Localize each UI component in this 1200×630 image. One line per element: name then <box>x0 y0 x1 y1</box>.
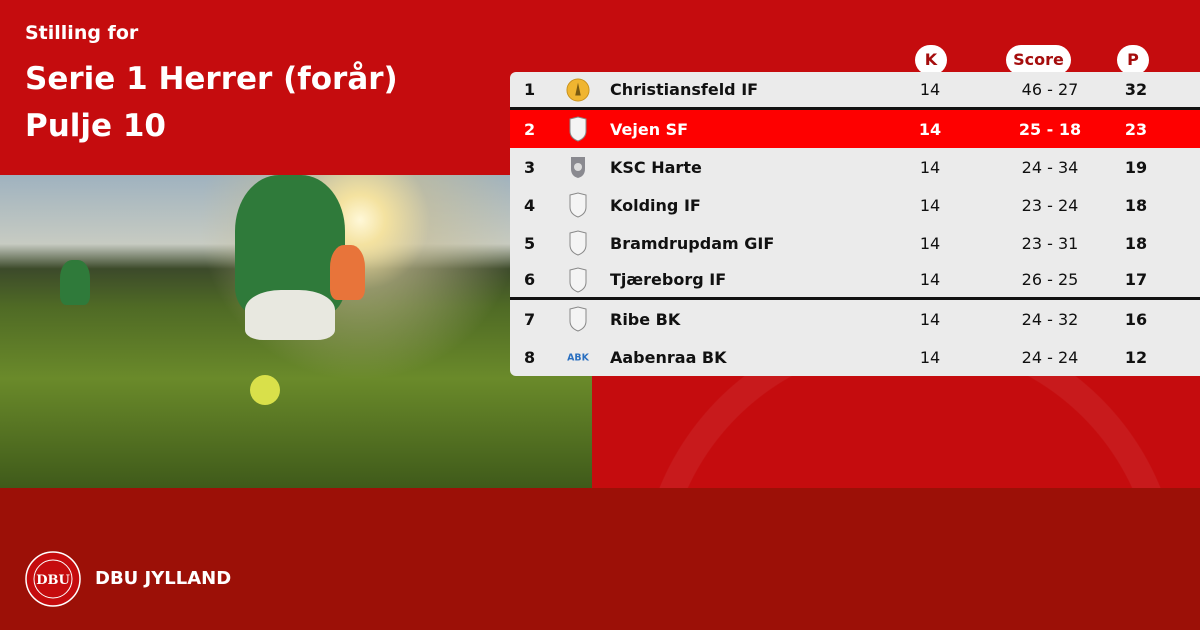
league-name: Serie 1 Herrer (forår) <box>25 61 398 97</box>
points: 12 <box>1124 347 1148 367</box>
club-logo-icon <box>566 77 590 103</box>
team-name: Vejen SF <box>610 119 689 139</box>
team-name: Kolding IF <box>610 195 701 215</box>
points: 23 <box>1124 119 1148 139</box>
points: 19 <box>1124 157 1148 177</box>
points: 18 <box>1124 195 1148 215</box>
club-logo-icon <box>566 266 590 293</box>
position: 3 <box>524 157 536 177</box>
table-row: 4 Kolding IF 14 23 - 24 18 <box>510 186 1200 224</box>
position: 6 <box>524 270 536 289</box>
goal-score: 23 - 31 <box>1021 233 1079 253</box>
goal-score: 46 - 27 <box>1021 80 1079 99</box>
table-row: 5 Bramdrupdam GIF 14 23 - 31 18 <box>510 224 1200 262</box>
table-row: 8 ABK Aabenraa BK 14 24 - 24 12 <box>510 338 1200 376</box>
page-title: Serie 1 Herrer (forår) Pulje 10 <box>25 56 398 150</box>
position: 1 <box>524 80 536 99</box>
club-logo-icon <box>566 230 590 256</box>
club-logo-icon <box>566 154 590 180</box>
club-logo-icon <box>566 116 590 142</box>
position: 2 <box>524 119 536 139</box>
team-name: Tjæreborg IF <box>610 270 727 289</box>
table-row: 3 KSC Harte 14 24 - 34 19 <box>510 148 1200 186</box>
svg-text:ABK: ABK <box>567 352 589 363</box>
position: 8 <box>524 347 536 367</box>
table-row: 2 Vejen SF 14 25 - 18 23 <box>510 110 1200 148</box>
team-name: Aabenraa BK <box>610 347 727 367</box>
team-name: Bramdrupdam GIF <box>610 233 775 253</box>
goal-score: 24 - 24 <box>1021 347 1079 367</box>
team-name: KSC Harte <box>610 157 702 177</box>
column-header-k: K <box>915 45 947 75</box>
matches-played: 14 <box>919 80 941 99</box>
club-logo-icon: ABK <box>566 344 590 370</box>
table-row: 7 Ribe BK 14 24 - 32 16 <box>510 300 1200 338</box>
goal-score: 25 - 18 <box>1018 119 1082 139</box>
team-name: Christiansfeld IF <box>610 80 759 99</box>
position: 7 <box>524 309 536 329</box>
goal-score: 23 - 24 <box>1021 195 1079 215</box>
subtitle: Stilling for <box>25 22 139 44</box>
team-name: Ribe BK <box>610 309 681 329</box>
brand-name: DBU JYLLAND <box>95 568 232 589</box>
svg-text:DBU: DBU <box>36 573 70 588</box>
table-row: 1 Christiansfeld IF 14 46 - 27 32 <box>510 72 1200 110</box>
matches-played: 14 <box>919 157 941 177</box>
goal-score: 24 - 32 <box>1021 309 1079 329</box>
matches-played: 14 <box>919 270 941 289</box>
matches-played: 14 <box>919 233 941 253</box>
matches-played: 14 <box>918 119 942 139</box>
points: 17 <box>1124 270 1148 289</box>
football-photo <box>0 175 592 488</box>
position: 5 <box>524 233 536 253</box>
goal-score: 24 - 34 <box>1021 157 1079 177</box>
matches-played: 14 <box>919 195 941 215</box>
column-header-score: Score <box>1006 45 1071 75</box>
club-logo-icon <box>566 306 590 332</box>
pool-name: Pulje 10 <box>25 108 166 144</box>
column-header-p: P <box>1117 45 1149 75</box>
table-row: 6 Tjæreborg IF 14 26 - 25 17 <box>510 262 1200 300</box>
club-logo-icon <box>566 192 590 218</box>
matches-played: 14 <box>919 347 941 367</box>
dbu-emblem-icon: DBU <box>25 551 81 607</box>
points: 18 <box>1124 233 1148 253</box>
standings-table: 1 Christiansfeld IF 14 46 - 27 32 2 Vejen… <box>510 72 1200 376</box>
position: 4 <box>524 195 536 215</box>
goal-score: 26 - 25 <box>1021 270 1079 289</box>
matches-played: 14 <box>919 309 941 329</box>
points: 16 <box>1124 309 1148 329</box>
points: 32 <box>1124 80 1148 99</box>
